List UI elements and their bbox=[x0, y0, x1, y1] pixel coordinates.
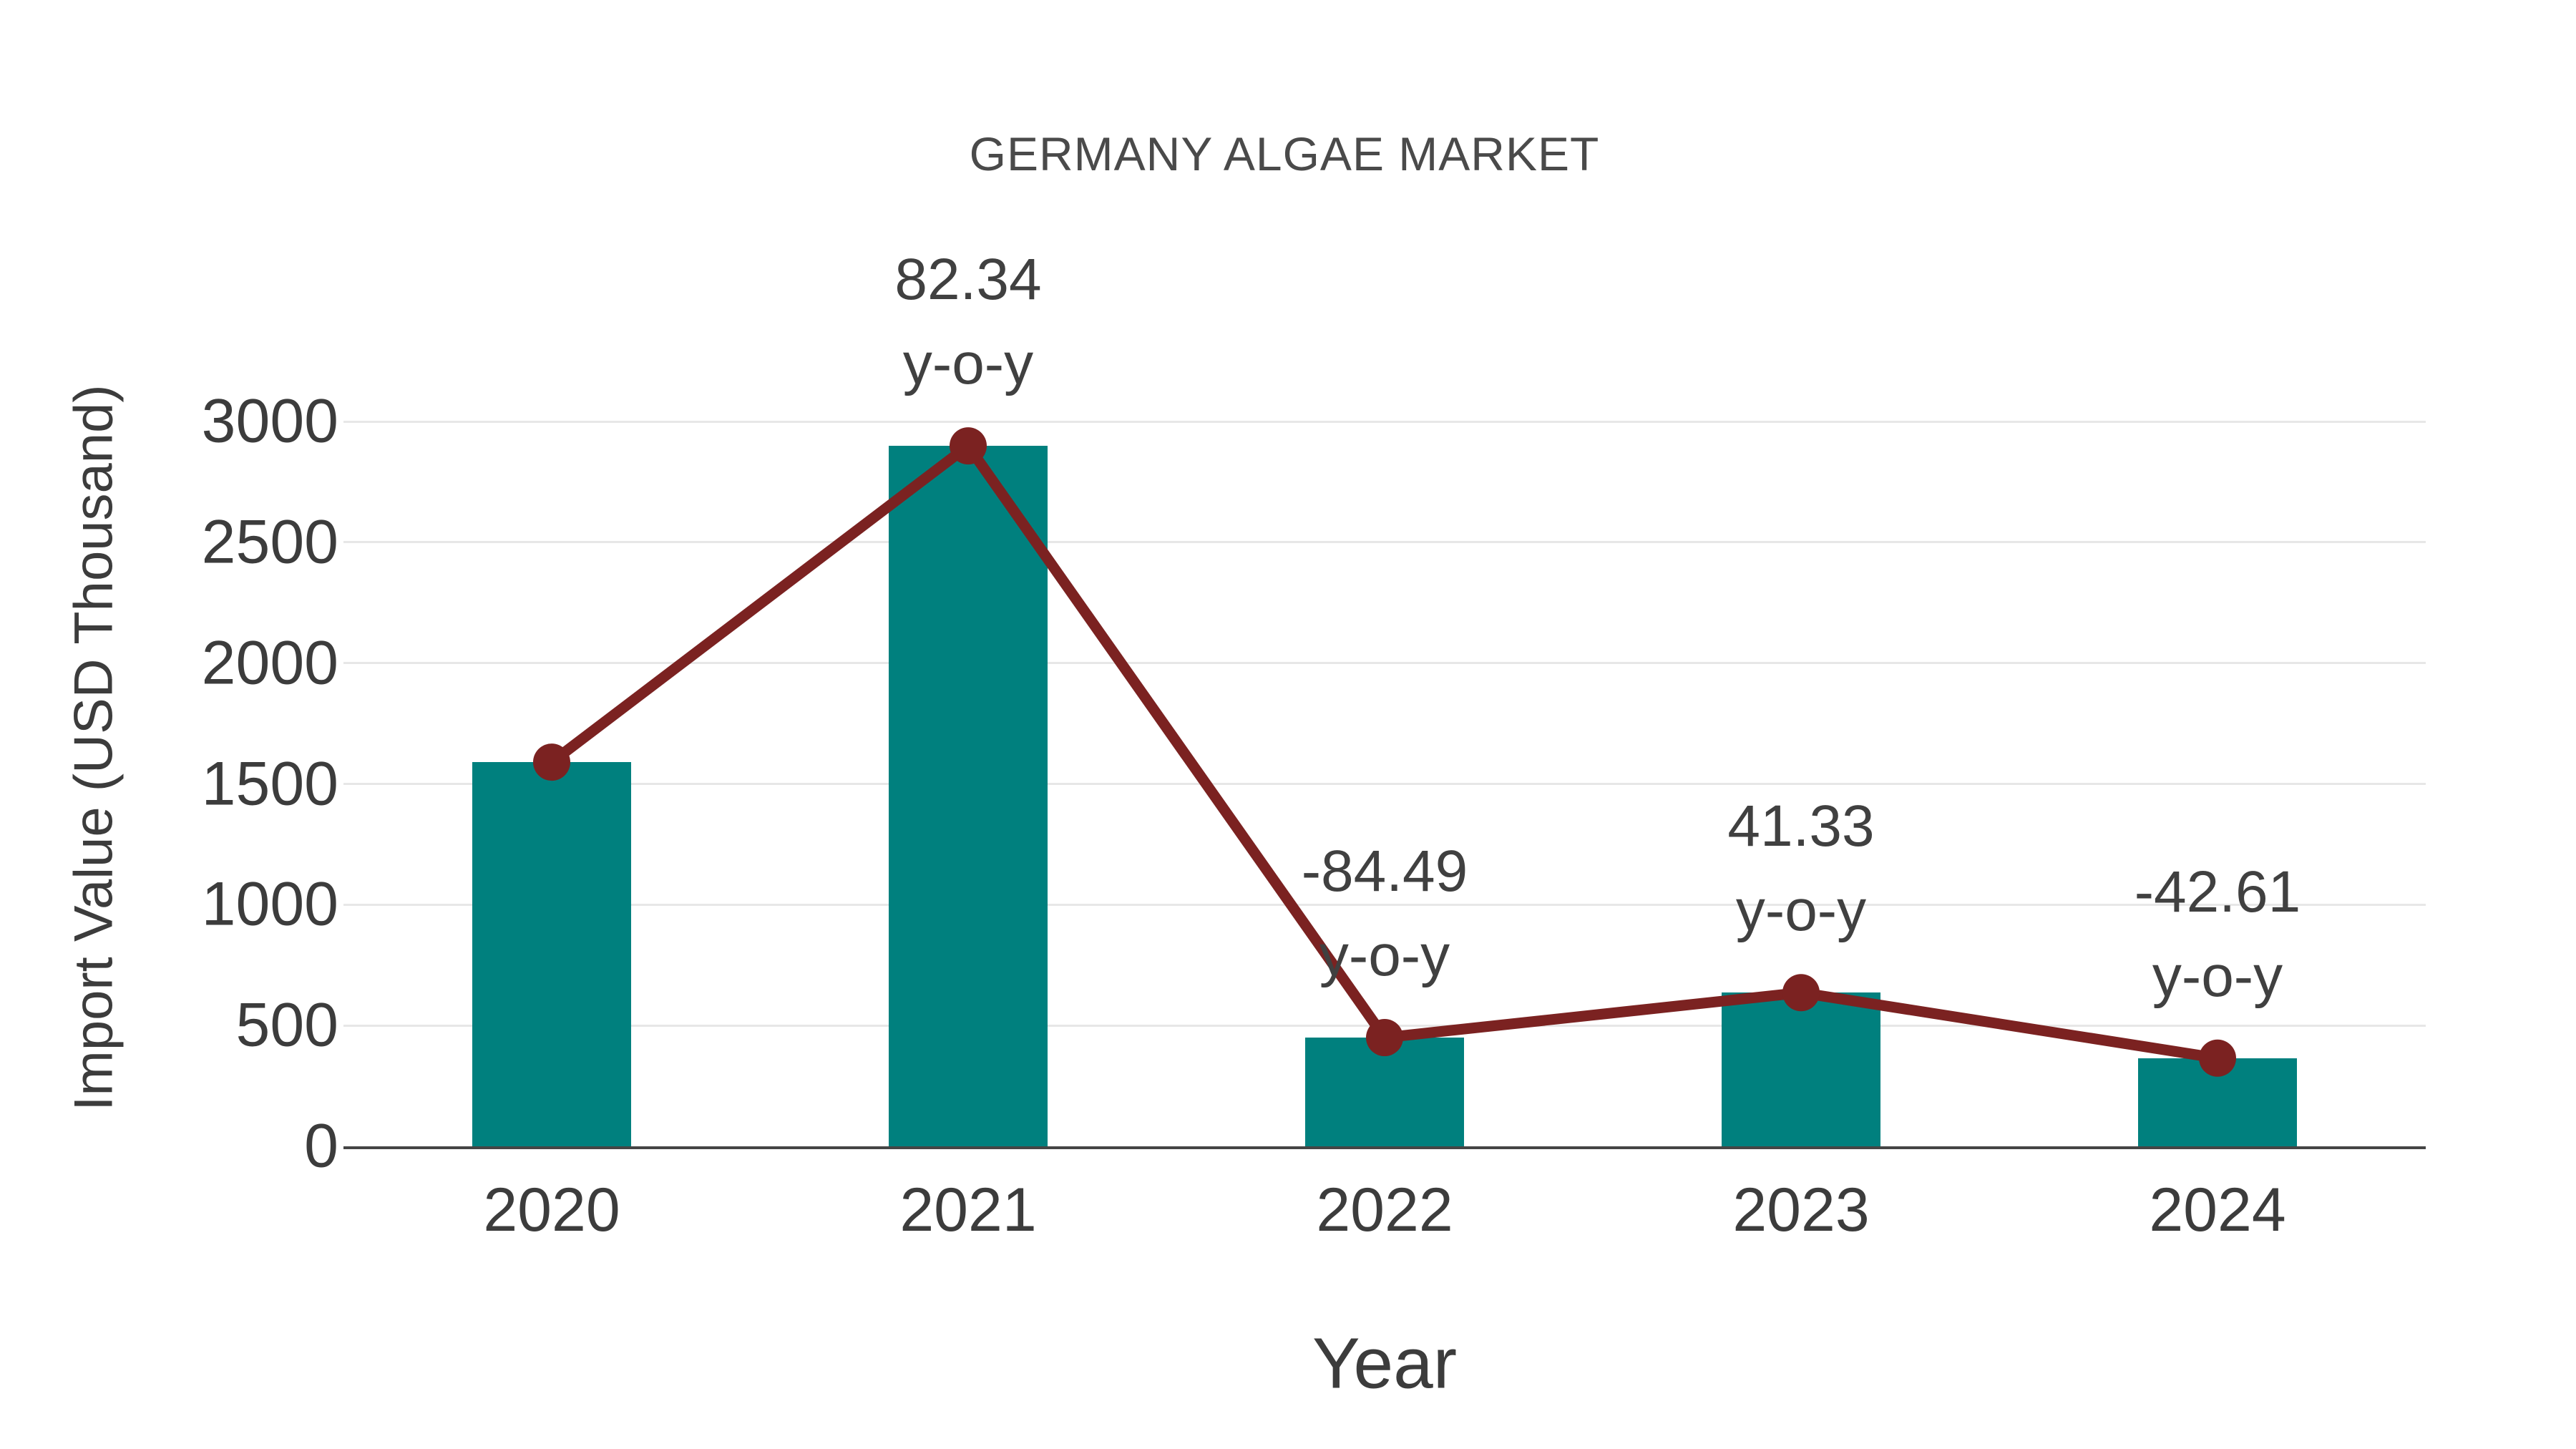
point-label-2023: 41.33 y-o-y bbox=[1727, 784, 1874, 953]
x-tick-label-2021: 2021 bbox=[899, 1176, 1037, 1244]
gridline-3000 bbox=[343, 420, 2426, 423]
data-point-marker-2022 bbox=[1366, 1019, 1403, 1057]
data-point-marker-2023 bbox=[1782, 974, 1820, 1012]
y-tick-label-3000: 3000 bbox=[201, 386, 338, 456]
gridline-1000 bbox=[343, 903, 2426, 906]
point-label-suffix: y-o-y bbox=[902, 331, 1034, 397]
y-tick-label-0: 0 bbox=[304, 1111, 338, 1181]
yoy-line-series bbox=[533, 427, 2236, 1077]
point-label-value: -84.49 bbox=[1301, 839, 1468, 904]
point-label-suffix: y-o-y bbox=[2152, 943, 2283, 1009]
x-tick-label-2023: 2023 bbox=[1732, 1176, 1870, 1244]
point-label-suffix: y-o-y bbox=[1735, 878, 1867, 944]
gridline-1500 bbox=[343, 783, 2426, 785]
x-tick-label-2020: 2020 bbox=[483, 1176, 620, 1244]
point-label-2024: -42.61 y-o-y bbox=[2135, 850, 2301, 1019]
point-label-value: 82.34 bbox=[894, 247, 1042, 313]
chart-title: GERMANY ALGAE MARKET bbox=[969, 127, 1600, 180]
plot-area: 2020 2021 2022 2023 2024 82.34 y-o-y -84.49 y-o-… bbox=[343, 215, 2426, 1244]
bar-2023 bbox=[1722, 992, 1880, 1146]
data-point-marker-2024 bbox=[2199, 1039, 2236, 1077]
bar-2020 bbox=[472, 762, 631, 1146]
x-axis-title: Year bbox=[1312, 1323, 1458, 1404]
data-point-marker-2020 bbox=[533, 743, 570, 781]
gridline-2500 bbox=[343, 541, 2426, 544]
y-tick-label-2500: 2500 bbox=[201, 507, 338, 577]
point-label-suffix: y-o-y bbox=[1319, 923, 1450, 989]
y-tick-label-1500: 1500 bbox=[201, 749, 338, 818]
point-label-value: 41.33 bbox=[1727, 794, 1875, 859]
point-label-2022: -84.49 y-o-y bbox=[1302, 829, 1468, 998]
y-tick-label-2000: 2000 bbox=[201, 628, 338, 698]
y-tick-label-1000: 1000 bbox=[201, 869, 338, 939]
y-tick-label-500: 500 bbox=[235, 990, 339, 1060]
point-label-2021: 82.34 y-o-y bbox=[894, 238, 1041, 406]
bar-2021 bbox=[889, 446, 1048, 1146]
x-tick-label-2022: 2022 bbox=[1316, 1176, 1453, 1244]
x-tick-label-2024: 2024 bbox=[2149, 1176, 2286, 1244]
gridline-2000 bbox=[343, 662, 2426, 665]
data-point-marker-2021 bbox=[950, 427, 987, 465]
point-label-value: -42.61 bbox=[2134, 859, 2301, 924]
y-axis-title: Import Value (USD Thousand) bbox=[63, 384, 125, 1111]
